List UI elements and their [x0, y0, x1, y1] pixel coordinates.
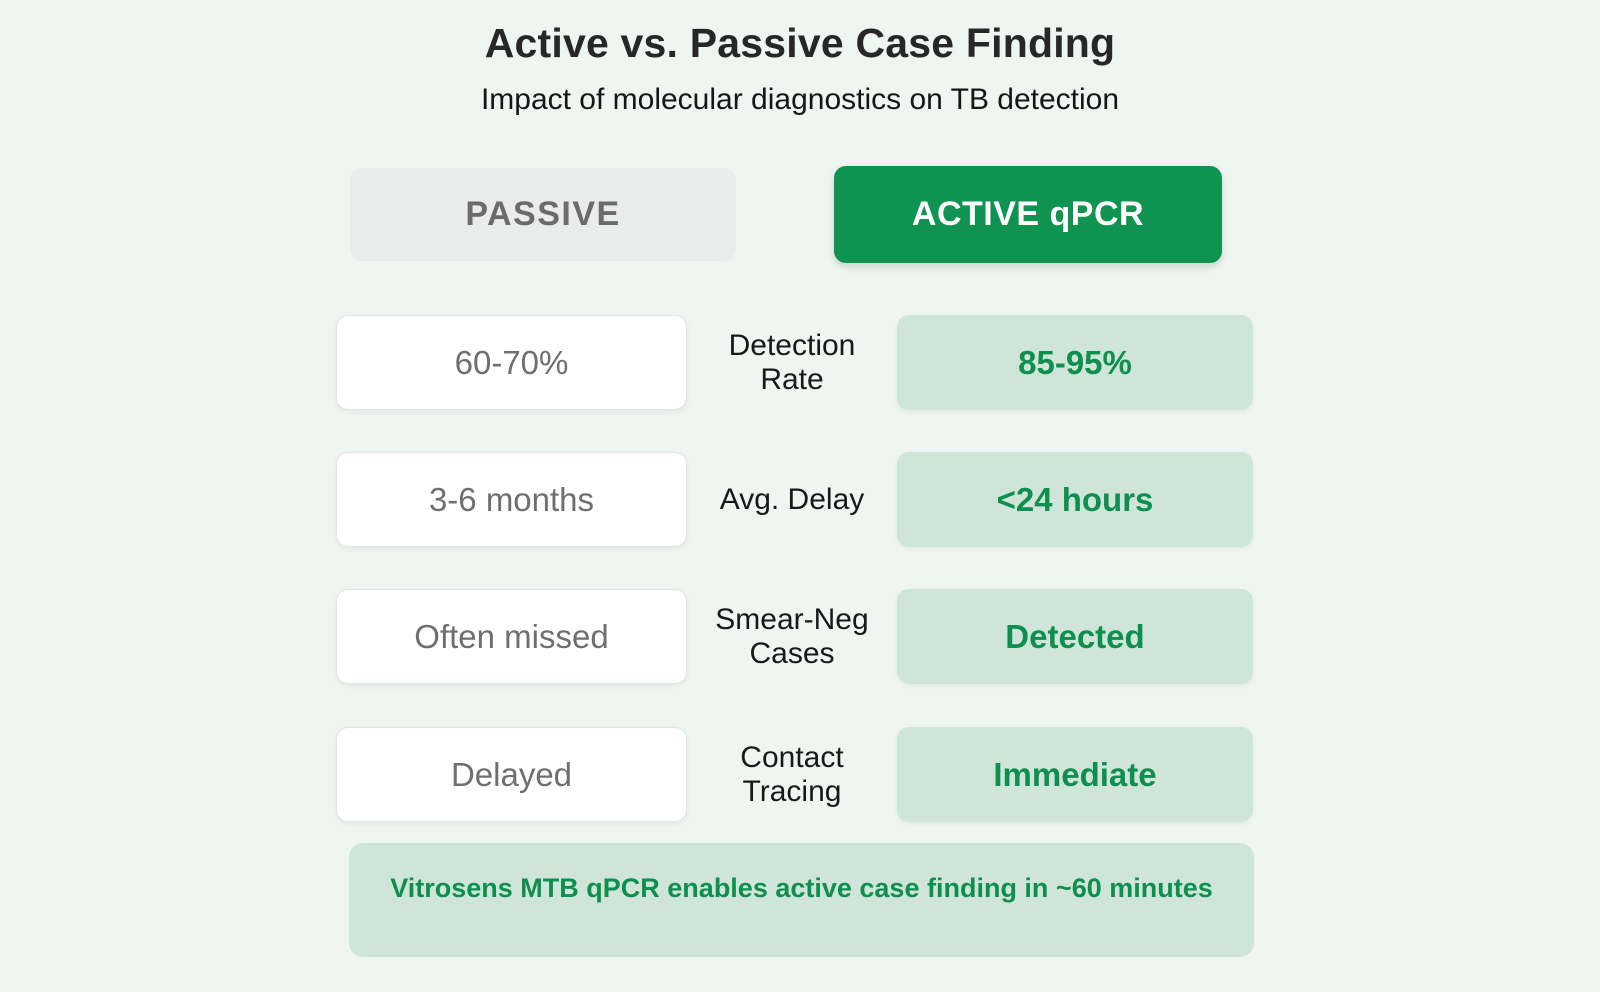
active-value: 85-95%	[1018, 343, 1132, 381]
active-value: <24 hours	[996, 480, 1154, 518]
column-header-passive: PASSIVE	[350, 168, 736, 261]
active-value-card: Detected	[897, 589, 1253, 684]
metric-label-line: Rate	[760, 362, 824, 396]
passive-value-card: 60-70%	[336, 315, 687, 410]
comparison-row-contact-tracing: Delayed Contact Tracing Immediate	[0, 727, 1600, 822]
passive-value-card: Often missed	[336, 589, 687, 684]
active-value-card: 85-95%	[897, 315, 1253, 410]
active-value: Detected	[1005, 617, 1145, 655]
metric-label-line: Smear-Neg	[715, 602, 869, 636]
metric-label-line: Cases	[749, 636, 835, 670]
passive-value: Often missed	[414, 617, 609, 655]
metric-label: Contact Tracing	[686, 727, 898, 822]
passive-value: 60-70%	[454, 343, 569, 381]
passive-value: 3-6 months	[428, 480, 595, 518]
comparison-row-detection-rate: 60-70% Detection Rate 85-95%	[0, 315, 1600, 410]
footer-banner-text: Vitrosens MTB qPCR enables active case f…	[390, 873, 1213, 903]
metric-label: Smear-Neg Cases	[686, 589, 898, 684]
page-subtitle: Impact of molecular diagnostics on TB de…	[480, 83, 1120, 116]
page-title: Active vs. Passive Case Finding	[484, 20, 1116, 66]
metric-label-line: Tracing	[742, 774, 842, 808]
metric-label-line: Avg. Delay	[719, 482, 865, 516]
metric-label: Avg. Delay	[686, 452, 898, 547]
column-header-active-qpcr: ACTIVE qPCR	[834, 166, 1222, 263]
passive-value-card: Delayed	[336, 727, 687, 822]
comparison-row-smear-neg-cases: Often missed Smear-Neg Cases Detected	[0, 589, 1600, 684]
metric-label-line: Detection	[728, 328, 856, 362]
passive-value-card: 3-6 months	[336, 452, 687, 547]
comparison-row-avg-delay: 3-6 months Avg. Delay <24 hours	[0, 452, 1600, 547]
column-header-active-qpcr-label: ACTIVE qPCR	[911, 195, 1145, 233]
active-value: Immediate	[993, 755, 1157, 793]
footer-banner: Vitrosens MTB qPCR enables active case f…	[349, 843, 1254, 957]
metric-label-line: Contact	[740, 740, 844, 774]
active-value-card: <24 hours	[897, 452, 1253, 547]
active-value-card: Immediate	[897, 727, 1253, 822]
passive-value: Delayed	[450, 755, 573, 793]
metric-label: Detection Rate	[686, 315, 898, 410]
column-header-passive-label: PASSIVE	[465, 195, 621, 233]
